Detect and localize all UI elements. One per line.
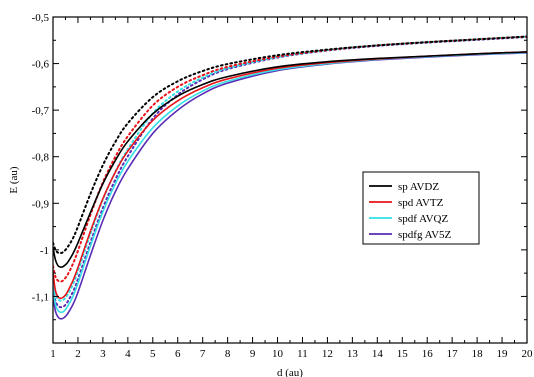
y-tick-label: -0,8 [32,152,50,164]
x-tick-label: 5 [150,348,156,360]
y-tick-label: -0,6 [32,59,50,71]
y-tick-label: -1 [40,245,49,257]
legend-entry: spd AVTZ [398,197,444,209]
legend-entry: spdfg AV5Z [398,229,452,241]
x-tick-label: 2 [75,348,81,360]
x-tick-label: 1 [50,348,56,360]
x-tick-label: 18 [472,348,484,360]
series-dotted-line [53,36,527,309]
y-axis-label: E (au) [8,166,20,194]
x-tick-label: 17 [447,348,459,360]
y-axis-ticks: -1,1 -1 -0,9 -0,8 -0,7 -0,6 -0,5 [32,12,527,344]
x-axis-label: d (au) [277,367,303,377]
x-tick-label: 19 [497,348,509,360]
y-tick-label: -0,7 [32,105,50,117]
x-tick-label: 15 [397,348,409,360]
x-tick-label: 12 [322,348,333,360]
series-solid-line [53,51,527,268]
legend-entry: sp AVDZ [398,181,439,193]
x-tick-label: 7 [200,348,206,360]
x-tick-label: 13 [347,348,359,360]
x-tick-label: 14 [372,348,384,360]
x-tick-label: 20 [522,348,534,360]
x-tick-label: 3 [100,348,106,360]
x-tick-label: 4 [125,348,131,360]
y-tick-label: -1,1 [32,291,49,303]
x-tick-label: 9 [250,348,256,360]
series-dotted-line [53,35,527,255]
series-layer [53,35,527,320]
legend: sp AVDZ spd AVTZ spdf AVQZ spdfg AV5Z [362,171,480,245]
x-tick-label: 6 [175,348,181,360]
x-tick-label: 8 [225,348,231,360]
legend-box [362,171,480,245]
x-tick-label: 10 [272,348,284,360]
x-axis-ticks: 1 2 3 4 5 6 7 8 9 10 11 12 13 14 15 16 17 18 19 20 [50,17,533,360]
legend-entry: spdf AVQZ [398,213,449,225]
series-dotted-line [53,35,527,283]
x-tick-label: 11 [297,348,308,360]
y-tick-label: -0,5 [32,12,50,24]
y-tick-label: -0,9 [32,198,50,210]
x-tick-label: 16 [422,348,434,360]
